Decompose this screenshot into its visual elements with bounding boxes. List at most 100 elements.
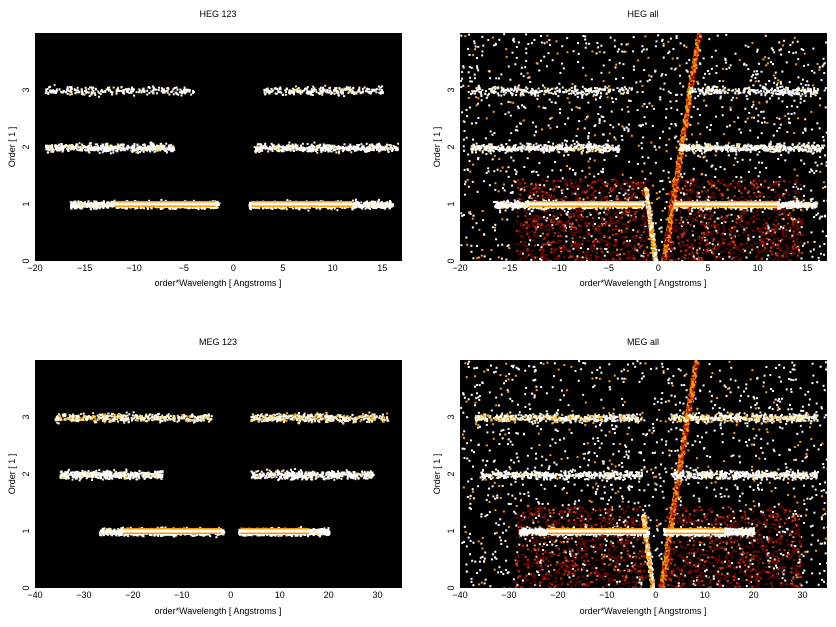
event-pixel bbox=[551, 188, 554, 191]
event-pixel bbox=[152, 142, 155, 145]
event-pixel bbox=[787, 222, 789, 225]
event-pixel bbox=[497, 256, 500, 259]
event-pixel bbox=[616, 50, 619, 53]
event-pixel bbox=[552, 235, 555, 238]
event-pixel bbox=[335, 146, 338, 149]
event-pixel bbox=[460, 79, 463, 82]
event-pixel bbox=[692, 105, 695, 108]
event-pixel bbox=[468, 54, 471, 56]
event-pixel bbox=[769, 140, 772, 143]
event-pixel bbox=[271, 147, 273, 150]
event-pixel bbox=[469, 170, 472, 173]
event-pixel bbox=[79, 145, 82, 148]
event-pixel bbox=[81, 143, 84, 146]
event-pixel bbox=[697, 82, 700, 85]
event-pixel bbox=[576, 96, 579, 98]
event-pixel bbox=[148, 146, 151, 149]
event-pixel bbox=[595, 52, 598, 55]
event-pixel bbox=[682, 85, 685, 88]
event-pixel bbox=[66, 88, 68, 91]
event-pixel bbox=[258, 207, 261, 210]
event-pixel bbox=[809, 95, 812, 98]
event-pixel bbox=[143, 207, 145, 210]
event-pixel bbox=[505, 143, 508, 145]
event-pixel bbox=[180, 89, 183, 92]
event-pixel bbox=[790, 217, 793, 220]
event-pixel bbox=[124, 207, 127, 210]
event-pixel bbox=[684, 154, 687, 157]
event-pixel bbox=[293, 145, 296, 148]
event-pixel bbox=[795, 63, 798, 66]
event-pixel bbox=[97, 204, 100, 207]
event-pixel bbox=[180, 94, 183, 97]
event-pixel bbox=[100, 148, 103, 151]
event-pixel bbox=[796, 179, 799, 182]
event-pixel bbox=[513, 40, 516, 43]
event-pixel bbox=[278, 147, 281, 150]
event-pixel bbox=[782, 193, 785, 195]
event-pixel bbox=[463, 168, 466, 171]
event-pixel bbox=[603, 254, 606, 257]
event-pixel bbox=[475, 222, 478, 225]
event-pixel bbox=[717, 243, 720, 246]
event-pixel bbox=[584, 118, 587, 121]
event-pixel bbox=[282, 93, 285, 96]
event-pixel bbox=[384, 207, 386, 210]
event-pixel bbox=[759, 191, 762, 194]
event-pixel bbox=[98, 207, 101, 210]
event-pixel bbox=[810, 168, 813, 171]
event-pixel bbox=[156, 92, 158, 95]
event-pixel bbox=[525, 59, 528, 62]
event-pixel bbox=[681, 255, 684, 258]
event-pixel bbox=[749, 129, 752, 132]
event-pixel bbox=[133, 88, 135, 91]
event-pixel bbox=[529, 194, 531, 197]
event-pixel bbox=[111, 93, 114, 96]
event-pixel bbox=[185, 88, 188, 91]
event-pixel bbox=[619, 211, 622, 214]
event-pixel bbox=[665, 193, 668, 195]
event-pixel bbox=[688, 59, 691, 61]
event-pixel bbox=[767, 57, 770, 60]
event-pixel bbox=[809, 250, 812, 253]
event-pixel bbox=[670, 122, 673, 125]
event-pixel bbox=[788, 81, 791, 84]
event-pixel bbox=[341, 88, 344, 91]
event-pixel bbox=[365, 204, 368, 207]
event-pixel bbox=[641, 50, 643, 53]
event-pixel bbox=[152, 147, 155, 149]
event-pixel bbox=[507, 65, 510, 68]
event-pixel bbox=[629, 176, 632, 179]
event-pixel bbox=[581, 96, 584, 99]
event-pixel bbox=[777, 196, 780, 199]
event-pixel bbox=[602, 167, 605, 170]
event-pixel bbox=[522, 189, 525, 192]
event-pixel bbox=[538, 69, 541, 72]
event-pixel bbox=[814, 161, 817, 164]
event-pixel bbox=[324, 84, 327, 87]
event-pixel bbox=[803, 185, 806, 188]
event-pixel bbox=[142, 150, 145, 153]
event-pixel bbox=[475, 122, 478, 125]
event-pixel bbox=[822, 139, 825, 142]
event-pixel bbox=[521, 150, 524, 153]
event-pixel bbox=[467, 85, 470, 87]
event-pixel bbox=[598, 228, 601, 231]
event-pixel bbox=[603, 158, 606, 161]
event-pixel bbox=[326, 147, 329, 150]
event-pixel bbox=[138, 91, 140, 94]
event-pixel bbox=[257, 143, 260, 146]
event-pixel bbox=[825, 41, 827, 44]
event-pixel bbox=[554, 101, 557, 104]
event-pixel bbox=[670, 240, 673, 243]
event-pixel bbox=[754, 80, 757, 83]
event-pixel bbox=[360, 147, 363, 150]
event-pixel bbox=[128, 88, 131, 91]
event-pixel bbox=[75, 89, 78, 92]
event-pixel bbox=[604, 181, 607, 184]
event-pixel bbox=[669, 250, 672, 253]
event-pixel bbox=[381, 85, 384, 88]
event-pixel bbox=[466, 169, 469, 171]
event-pixel bbox=[298, 91, 301, 94]
event-pixel bbox=[706, 198, 709, 201]
